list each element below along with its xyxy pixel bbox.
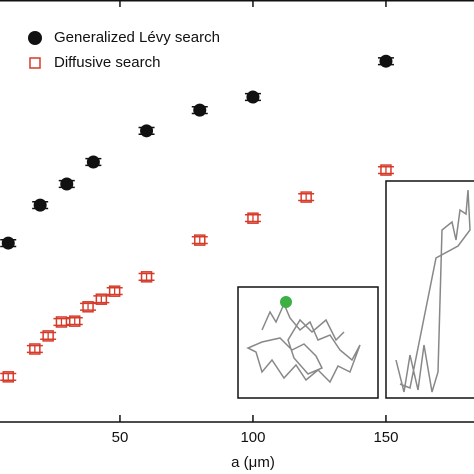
data-point (244, 90, 261, 104)
data-point (377, 54, 394, 68)
data-point (40, 330, 57, 342)
inset-2 (385, 180, 474, 399)
legend-label: Diffusive search (54, 54, 160, 71)
legend-marker (29, 57, 41, 69)
x-tick-label: 100 (240, 429, 265, 446)
inset-1 (237, 286, 379, 399)
data-point (191, 234, 208, 246)
data-point (138, 124, 155, 138)
data-point (58, 177, 75, 191)
x-tick-label: 150 (373, 429, 398, 446)
data-point (298, 191, 315, 203)
x-axis-label: a (μm) (231, 454, 275, 471)
data-point (26, 343, 43, 355)
data-point (377, 164, 394, 176)
data-point (93, 293, 110, 305)
data-point (53, 316, 70, 328)
data-point (106, 285, 123, 297)
data-point (85, 155, 102, 169)
data-point (0, 371, 17, 383)
data-point (66, 315, 83, 327)
data-point (244, 212, 261, 224)
legend-marker (28, 31, 42, 45)
legend-label: Generalized Lévy search (54, 29, 220, 46)
data-point (32, 198, 49, 212)
data-point (138, 271, 155, 283)
data-point (0, 236, 17, 250)
data-point (80, 301, 97, 313)
x-tick-label: 50 (112, 429, 129, 446)
data-point (191, 103, 208, 117)
